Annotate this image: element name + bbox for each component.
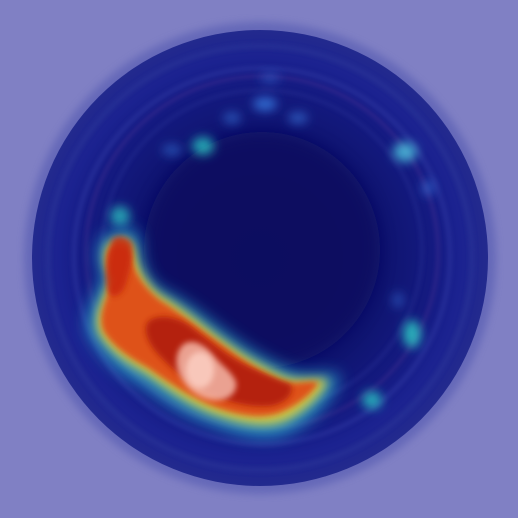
- ring-line-2: [72, 66, 452, 446]
- ring-line-1: [45, 43, 475, 473]
- heat-region-warm: [101, 244, 318, 417]
- dish-floor: [144, 132, 380, 368]
- heat-stalk: [105, 236, 133, 297]
- heat-highlight-core: [186, 352, 214, 388]
- rim-glow-spots: [110, 73, 434, 409]
